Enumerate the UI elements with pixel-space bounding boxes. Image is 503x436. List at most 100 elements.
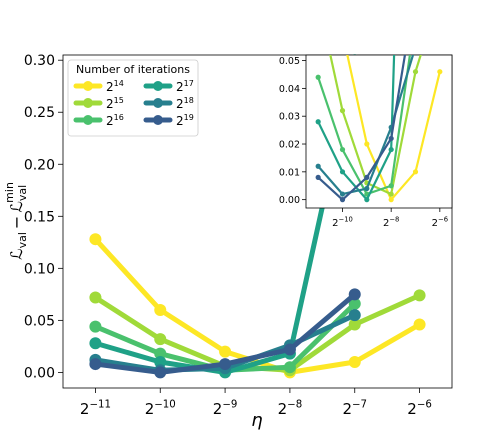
legend-label-exp: 19 <box>184 113 194 122</box>
series-point-2-14-1 <box>154 303 167 316</box>
x-tick-label-exp: −11 <box>89 399 111 410</box>
inset-series-line-2-14 <box>346 55 441 201</box>
y-tick-label: 0.00 <box>24 365 55 381</box>
y-axis-label: ℒval−ℒvalmin <box>3 182 29 260</box>
inset-x-tick-label-exp: −6 <box>438 216 448 224</box>
inset-series-line-2-15 <box>329 55 422 196</box>
legend-marker-2-18 <box>153 98 163 108</box>
series-point-2-16-0 <box>89 320 102 333</box>
series-point-2-16-4 <box>348 297 361 310</box>
x-tick-label: 2−7 <box>342 399 367 418</box>
inset-series-point-2-18-1 <box>339 191 346 197</box>
inset-series-point-2-14-5 <box>437 69 443 75</box>
inset-x-tick-label-base: 2 <box>383 218 389 229</box>
legend-box <box>67 59 199 137</box>
series-point-2-19-3 <box>283 343 296 356</box>
x-tick-label: 2−11 <box>80 399 111 418</box>
inset-x-tick-label-exp: −8 <box>389 216 399 224</box>
series-point-2-17-1 <box>154 355 167 368</box>
series-point-2-19-2 <box>219 358 232 371</box>
y-tick-label: 0.20 <box>24 157 55 173</box>
inset-plot: 2−10 2−8 2−6 0.000.010.020.030.040.05 <box>279 0 453 229</box>
inset-x-tick-label: 2−10 <box>332 216 353 230</box>
series-point-2-14-0 <box>89 233 102 246</box>
inset-x-tick-label-exp: −10 <box>339 216 353 224</box>
main-x-axis-ticks: 2−11 2−10 2−9 2−8 2−7 2−6 <box>80 388 432 418</box>
series-point-2-18-4 <box>348 309 361 322</box>
inset-series-point-2-14-3 <box>388 197 394 203</box>
series-point-2-16-1 <box>154 347 167 360</box>
inset-series-point-2-15-4 <box>412 69 419 75</box>
legend-label-exp: 16 <box>114 113 124 122</box>
legend-label-base: 2 <box>176 114 184 128</box>
inset-series-point-2-14-4 <box>412 169 419 175</box>
legend-marker-2-16 <box>83 115 93 125</box>
inset-series-point-2-15-0 <box>316 0 321 2</box>
legend-marker-2-19 <box>153 115 163 125</box>
legend-label-exp: 14 <box>114 79 124 88</box>
y-tick-label: 0.30 <box>24 53 55 69</box>
x-tick-label-base: 2 <box>342 400 352 418</box>
x-tick-label-exp: −7 <box>352 399 367 410</box>
x-tick-label-exp: −9 <box>222 399 237 410</box>
inset-series-point-2-19-3 <box>388 135 394 142</box>
legend-title: Number of iterations <box>76 63 190 76</box>
series-point-2-15-5 <box>413 289 426 302</box>
y-axis-label-loss-sub: val <box>16 232 29 248</box>
x-tick-label: 2−10 <box>145 399 176 418</box>
inset-series-point-2-18-0 <box>315 163 321 169</box>
inset-series-point-2-16-3 <box>388 183 394 189</box>
series-point-2-17-0 <box>89 337 102 350</box>
x-tick-label: 2−6 <box>407 399 432 418</box>
inset-y-tick-label: 0.00 <box>279 195 300 206</box>
series-point-2-14-2 <box>219 345 232 358</box>
series-point-2-14-5 <box>413 318 426 331</box>
legend-marker-2-17 <box>153 81 163 91</box>
inset-series-point-2-17-1 <box>339 169 346 175</box>
inset-series-point-2-15-3 <box>388 191 394 197</box>
main-series-group <box>89 54 426 379</box>
inset-series-point-2-15-1 <box>339 108 346 114</box>
inset-x-tick-label-base: 2 <box>432 218 438 229</box>
legend-label-2-16: 216 <box>106 113 124 128</box>
series-point-2-19-4 <box>348 288 361 301</box>
inset-x-tick-label: 2−8 <box>383 216 399 230</box>
x-tick-label: 2−9 <box>213 399 238 418</box>
y-axis-label-loss-min: ℒ <box>7 201 26 213</box>
series-point-2-14-4 <box>348 355 361 368</box>
y-axis-label-minus: − <box>7 216 26 229</box>
inset-x-tick-label: 2−6 <box>432 216 448 230</box>
x-tick-label-exp: −10 <box>154 399 176 410</box>
y-tick-label: 0.05 <box>24 313 55 329</box>
series-point-2-15-0 <box>89 291 102 304</box>
inset-x-tick-label-base: 2 <box>332 218 338 229</box>
inset-y-axis-ticks: 0.00 0.01 0.02 0.03 0.04 0.05 <box>279 56 306 206</box>
x-tick-label-base: 2 <box>278 400 288 418</box>
inset-series-point-2-14-1 <box>340 30 345 35</box>
x-tick-label: 2−8 <box>278 399 303 418</box>
inset-series-point-2-14-2 <box>364 141 370 147</box>
x-tick-label-base: 2 <box>213 400 223 418</box>
series-point-2-16-3 <box>283 361 296 374</box>
legend-marker-2-15 <box>83 98 93 108</box>
x-tick-label-base: 2 <box>145 400 155 418</box>
y-axis-label-loss: ℒ <box>7 248 26 260</box>
inset-series-point-2-17-3 <box>388 146 394 153</box>
inset-x-axis-ticks: 2−10 2−8 2−6 <box>332 208 448 229</box>
inset-plot-frame <box>305 54 453 209</box>
inset-series-point-2-18-4 <box>413 44 418 49</box>
legend-label-2-18: 218 <box>176 96 194 111</box>
y-axis-label-loss-min-sup: min <box>3 182 16 203</box>
inset-y-tick-label: 0.05 <box>279 56 300 67</box>
legend-label-base: 2 <box>106 114 114 128</box>
inset-y-tick-label: 0.01 <box>279 167 300 178</box>
legend-label-2-14: 214 <box>106 79 124 94</box>
inset-y-tick-label: 0.03 <box>279 112 300 123</box>
legend-label-base: 2 <box>176 80 184 94</box>
legend-label-2-17: 217 <box>176 79 194 94</box>
y-tick-label: 0.15 <box>24 209 55 225</box>
inset-series-point-2-17-0 <box>315 119 321 125</box>
inset-y-tick-label: 0.04 <box>279 84 300 95</box>
